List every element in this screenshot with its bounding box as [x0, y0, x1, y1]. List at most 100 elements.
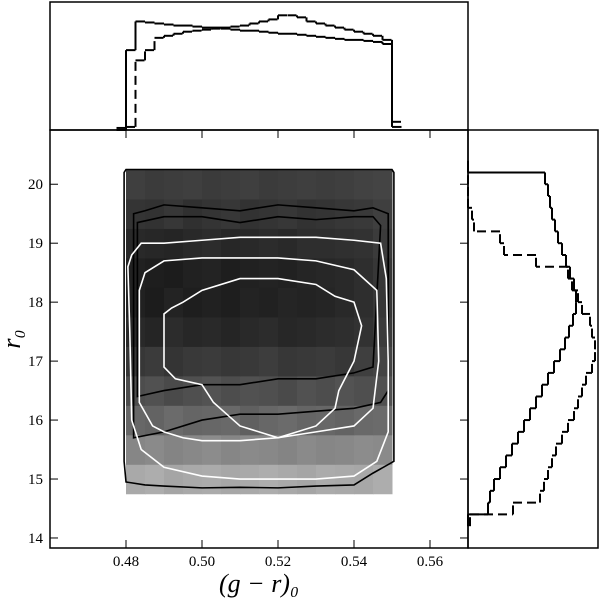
- x-tick-label: 0.54: [341, 554, 368, 570]
- density-cell: [335, 257, 355, 288]
- density-cell: [335, 346, 355, 377]
- density-cell: [373, 405, 393, 436]
- density-cell: [126, 228, 146, 259]
- contour: [123, 168, 395, 489]
- density-cell: [221, 287, 241, 318]
- density-cell: [259, 375, 279, 406]
- density-cell: [126, 287, 146, 318]
- density-cell: [354, 375, 374, 406]
- density-cell: [126, 464, 146, 495]
- density-cell: [221, 316, 241, 347]
- density-cell: [183, 169, 203, 200]
- density-cell: [278, 346, 298, 377]
- contour: [136, 215, 382, 398]
- density-cell: [354, 316, 374, 347]
- density-cell: [202, 228, 222, 259]
- density-cell: [145, 464, 165, 495]
- contour: [163, 277, 363, 439]
- density-cell: [316, 257, 336, 288]
- density-cell: [354, 228, 374, 259]
- density-cell: [164, 228, 184, 259]
- density-cell: [297, 169, 317, 200]
- density-cell: [259, 316, 279, 347]
- x-tick-label: 0.52: [265, 554, 291, 570]
- contour: [138, 257, 380, 442]
- y-axis-label: r₀: [0, 329, 26, 348]
- density-cell: [202, 346, 222, 377]
- density-cell: [202, 257, 222, 288]
- density-cell: [297, 346, 317, 377]
- density-cell: [278, 228, 298, 259]
- density-cell: [297, 434, 317, 465]
- density-cell: [373, 346, 393, 377]
- density-cell: [221, 434, 241, 465]
- density-cell: [145, 287, 165, 318]
- density-cell: [354, 287, 374, 318]
- y-tick-label: 15: [28, 472, 43, 488]
- density-cell: [240, 287, 260, 318]
- y-tick-label: 19: [28, 236, 43, 252]
- density-cell: [316, 198, 336, 229]
- density-cell: [126, 257, 146, 288]
- density-cell: [240, 198, 260, 229]
- density-cell: [240, 375, 260, 406]
- density-cell: [183, 346, 203, 377]
- y-tick-label: 17: [28, 354, 44, 370]
- density-cell: [221, 375, 241, 406]
- density-cell: [164, 375, 184, 406]
- density-cell: [164, 169, 184, 200]
- x-tick-label: 0.48: [113, 554, 139, 570]
- density-cell: [183, 198, 203, 229]
- density-cell: [316, 228, 336, 259]
- density-cell: [316, 169, 336, 200]
- density-cell: [164, 287, 184, 318]
- density-cell: [316, 434, 336, 465]
- density-cell: [145, 316, 165, 347]
- y-tick-label: 18: [28, 295, 43, 311]
- density-cell: [316, 464, 336, 495]
- density-cell: [278, 287, 298, 318]
- density-cell: [145, 434, 165, 465]
- density-cell: [335, 434, 355, 465]
- y-tick-label: 14: [28, 531, 44, 547]
- density-cell: [278, 316, 298, 347]
- density-cell: [126, 316, 146, 347]
- density-cell: [297, 228, 317, 259]
- density-cell: [145, 346, 165, 377]
- y-tick-label: 16: [28, 413, 44, 429]
- density-cell: [145, 405, 165, 436]
- density-cell: [259, 257, 279, 288]
- density-cell: [259, 405, 279, 436]
- hist-frame: [49, 1, 469, 131]
- density-cell: [240, 316, 260, 347]
- density-cell: [335, 464, 355, 495]
- x-axis-label: (g − r)₀: [219, 569, 299, 598]
- density-cell: [278, 169, 298, 200]
- density-cell: [202, 169, 222, 200]
- density-cell: [183, 257, 203, 288]
- density-cell: [373, 434, 393, 465]
- density-cell: [183, 434, 203, 465]
- x-tick-label: 0.56: [417, 554, 444, 570]
- density-cell: [145, 257, 165, 288]
- density-cell: [221, 405, 241, 436]
- density-cell: [259, 169, 279, 200]
- density-cell: [335, 375, 355, 406]
- density-cell: [240, 346, 260, 377]
- density-cell: [335, 169, 355, 200]
- density-cell: [335, 316, 355, 347]
- density-cell: [126, 346, 146, 377]
- density-cell: [316, 375, 336, 406]
- density-cell: [221, 198, 241, 229]
- density-cell: [278, 198, 298, 229]
- density-cell: [164, 346, 184, 377]
- density-cell: [259, 198, 279, 229]
- density-cell: [259, 434, 279, 465]
- contour: [127, 236, 389, 480]
- density-cell: [183, 316, 203, 347]
- density-cell: [259, 287, 279, 318]
- density-cell: [354, 257, 374, 288]
- density-cell: [373, 257, 393, 288]
- density-cell: [278, 257, 298, 288]
- density-cell: [145, 375, 165, 406]
